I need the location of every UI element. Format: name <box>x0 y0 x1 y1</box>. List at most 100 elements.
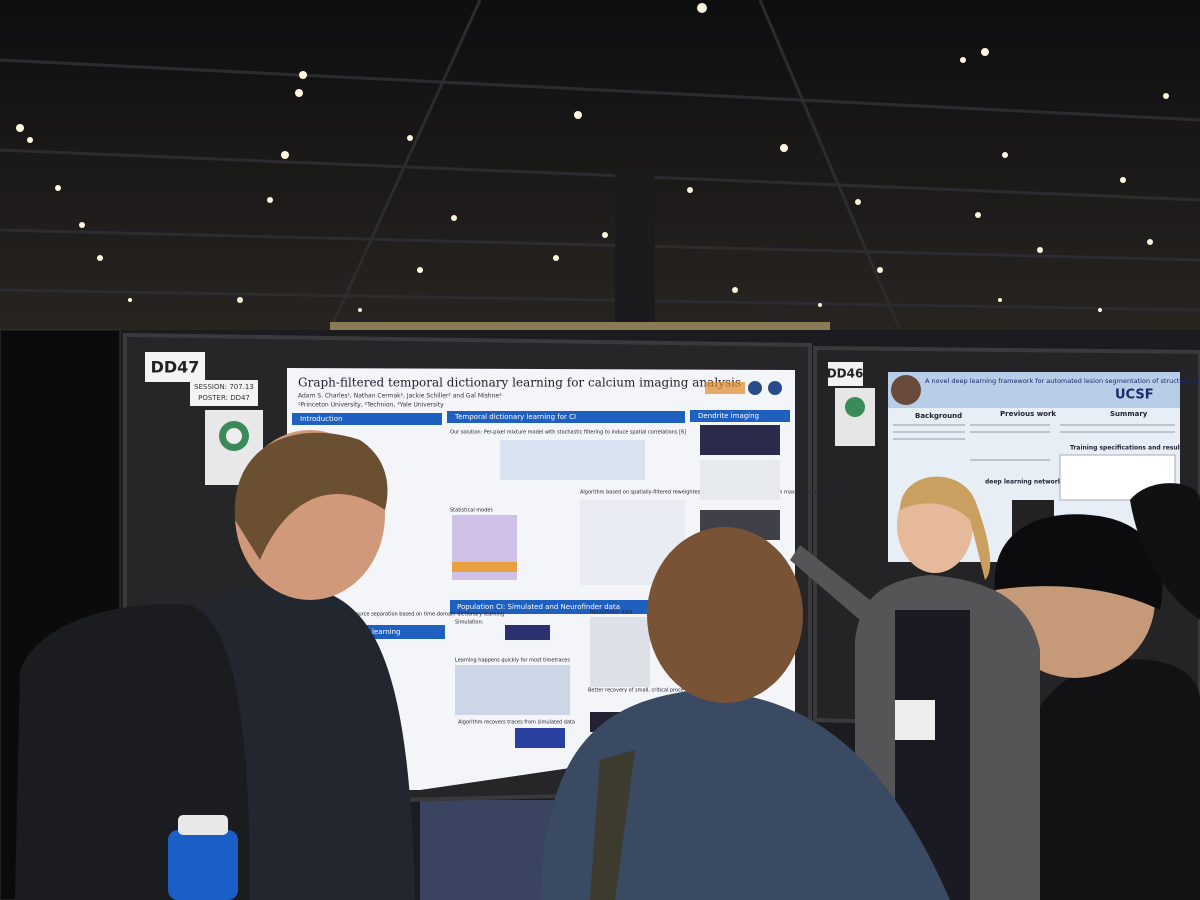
ceiling-light <box>1002 152 1008 158</box>
ceiling-light <box>128 298 132 302</box>
ceiling-light <box>299 71 307 79</box>
ceiling-light <box>1120 177 1126 183</box>
section-bar <box>292 413 442 425</box>
section-title: Population CI: Simulated and Neurofinder… <box>457 603 620 611</box>
head-hair <box>647 527 803 703</box>
ceiling-beams <box>0 0 1200 331</box>
section-bar <box>447 411 685 423</box>
qr-icon <box>845 397 865 417</box>
logo <box>705 382 745 394</box>
poster-title: Graph-filtered temporal dictionary learn… <box>298 376 741 390</box>
board-label <box>145 352 205 382</box>
poster-text: Algorithm recovers traces from simulated… <box>458 720 575 726</box>
section-title: Dendrite imaging <box>698 412 759 420</box>
ceiling-light <box>1147 239 1153 245</box>
ceiling-light <box>55 185 61 191</box>
ceiling-light <box>407 135 413 141</box>
ceiling-light <box>960 57 966 63</box>
backpack-strap <box>590 750 635 900</box>
ceiling-light <box>1037 247 1043 253</box>
section-title: Summary <box>1110 410 1148 418</box>
poster-text: Contribution: CI source separation based… <box>312 612 504 618</box>
ceiling-light <box>1098 308 1102 312</box>
section-title: Temporal dictionary learning for CI <box>454 413 576 421</box>
ceiling-light <box>1163 93 1169 99</box>
figure <box>500 440 645 480</box>
poster-right-header <box>888 372 1180 408</box>
section-title: Background <box>915 412 962 420</box>
ceiling-light <box>27 137 33 143</box>
figure <box>455 665 570 715</box>
ceiling-light <box>602 232 608 238</box>
person-far-right <box>1130 483 1200 620</box>
ceiling-light <box>237 297 243 303</box>
session-label <box>190 380 258 406</box>
ceiling-light <box>975 212 981 218</box>
logo <box>748 381 762 395</box>
qr-icon-inner <box>226 428 242 444</box>
poster-text: Learning happens quickly for most timetr… <box>455 658 570 664</box>
ceiling-light <box>855 199 861 205</box>
section-title: Introduction <box>300 415 342 423</box>
section-title: Training specifications and results <box>1070 445 1187 452</box>
section-bar <box>450 600 655 614</box>
ceiling-light <box>818 303 822 307</box>
hair <box>900 476 991 580</box>
ceiling-light <box>732 287 738 293</box>
section-title: deep learning network <box>985 479 1063 486</box>
poster-text: Our solution: Per-pixel mixture model wi… <box>450 430 686 436</box>
ceiling-light <box>417 267 423 273</box>
poster-text: Statistical model: <box>450 508 494 514</box>
poster-id-text: POSTER: DD47 <box>198 394 250 402</box>
ceiling-light <box>295 89 303 97</box>
presenter-arm <box>790 545 870 620</box>
presenter-shirt <box>895 610 970 900</box>
poster-text: Neurofinder data: <box>590 610 634 616</box>
ceiling-light <box>451 215 457 221</box>
ceiling-light <box>267 197 273 203</box>
ceiling-light <box>553 255 559 261</box>
poster-text: Better recovery of small, critical proce… <box>588 688 695 694</box>
bottle-cap <box>178 815 228 835</box>
ceiling-light <box>281 151 289 159</box>
ceiling-light <box>780 144 788 152</box>
ceiling-light <box>687 187 693 193</box>
figure <box>452 562 517 572</box>
board-label <box>828 362 863 386</box>
poster-text: Simulation: <box>455 620 484 626</box>
hair <box>994 514 1163 610</box>
logo <box>891 375 921 405</box>
poster-title: A novel deep learning framework for auto… <box>925 377 1200 385</box>
badge <box>895 700 935 740</box>
logo-text: UCSF <box>1115 388 1154 403</box>
board-label-text: DD46 <box>827 367 864 381</box>
poster-text-lines <box>893 424 1175 461</box>
logo <box>768 381 782 395</box>
ceiling-lights <box>16 3 1169 312</box>
board-label-text: DD47 <box>151 358 200 377</box>
figure <box>590 617 650 687</box>
section-title: Previous work <box>1000 410 1056 418</box>
ceiling-light <box>697 3 707 13</box>
ceiling-light <box>16 124 24 132</box>
figure <box>700 460 780 500</box>
ceiling-light <box>998 298 1002 302</box>
person-right <box>1000 659 1200 900</box>
ceiling-light <box>981 48 989 56</box>
section-title: tionary learning <box>345 628 401 636</box>
ceiling-light <box>574 111 582 119</box>
person-center <box>540 690 950 900</box>
ceiling-light <box>97 255 103 261</box>
ceiling-light <box>358 308 362 312</box>
figure <box>700 425 780 455</box>
figure <box>505 625 550 640</box>
figure <box>515 728 565 748</box>
poster-authors: Adam S. Charles¹, Nathan Cermak², Jackie… <box>298 393 502 400</box>
water-bottle <box>168 830 238 900</box>
hair <box>234 432 388 560</box>
pillar <box>615 170 655 345</box>
session-text: SESSION: 707.13 <box>194 383 254 391</box>
section-bar <box>690 410 790 422</box>
poster-affiliations: ¹Princeton University, ²Technion, ³Yale … <box>298 402 444 409</box>
